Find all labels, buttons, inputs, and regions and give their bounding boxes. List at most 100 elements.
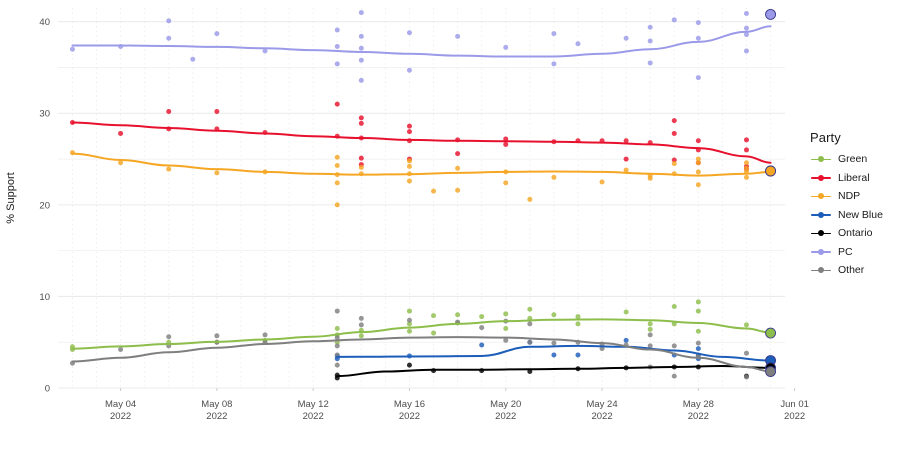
scatter-point xyxy=(431,330,437,336)
scatter-point xyxy=(743,165,749,171)
final-result-marker xyxy=(765,165,777,177)
scatter-point xyxy=(334,202,340,208)
scatter-point xyxy=(599,179,605,185)
scatter-point xyxy=(527,369,533,375)
scatter-point xyxy=(358,333,364,339)
scatter-point xyxy=(455,33,461,39)
x-tick-label-year: 2022 xyxy=(206,411,227,422)
legend-item-liberal[interactable]: Liberal xyxy=(810,169,898,188)
scatter-point xyxy=(743,322,749,328)
scatter-point xyxy=(527,339,533,345)
x-tick-label: May 24 xyxy=(586,399,617,410)
legend-key-dot xyxy=(818,156,824,162)
scatter-point xyxy=(647,175,653,181)
scatter-point xyxy=(551,312,557,318)
scatter-point xyxy=(623,337,629,343)
scatter-point xyxy=(647,326,653,332)
scatter-point xyxy=(671,130,677,136)
scatter-point xyxy=(334,335,340,341)
legend-item-label: Green xyxy=(838,153,868,165)
legend-item-label: Other xyxy=(838,264,865,276)
legend: Green Liberal NDP New Blue Ontario PC Other xyxy=(810,150,898,280)
scatter-point xyxy=(695,169,701,175)
y-tick-label: 0 xyxy=(45,383,50,394)
scatter-point xyxy=(358,120,364,126)
scatter-point xyxy=(118,347,124,353)
scatter-point xyxy=(334,162,340,168)
scatter-point xyxy=(695,299,701,305)
legend-item-new-blue[interactable]: New Blue xyxy=(810,206,898,225)
scatter-point xyxy=(406,328,412,334)
scatter-point xyxy=(623,309,629,315)
trend-line xyxy=(71,121,772,164)
trend-line xyxy=(336,344,772,362)
scatter-point xyxy=(118,130,124,136)
scatter-point xyxy=(406,129,412,135)
trend-line xyxy=(71,152,772,177)
x-tick-label: May 04 xyxy=(105,399,136,410)
scatter-point xyxy=(406,317,412,323)
scatter-point xyxy=(166,18,172,24)
final-result-marker xyxy=(765,366,777,377)
scatter-point xyxy=(166,35,172,41)
scatter-point xyxy=(695,308,701,314)
legend-key-icon xyxy=(810,150,832,169)
scatter-point xyxy=(527,196,533,202)
scatter-point xyxy=(358,155,364,161)
trend-line xyxy=(71,336,772,373)
y-tick-label: 20 xyxy=(39,200,50,211)
scatter-point xyxy=(190,56,196,62)
scatter-point xyxy=(334,308,340,314)
legend-key-icon xyxy=(810,243,832,262)
scatter-point xyxy=(214,108,220,114)
scatter-point xyxy=(575,314,581,320)
scatter-point xyxy=(503,180,509,186)
scatter-point xyxy=(503,44,509,50)
scatter-point xyxy=(358,33,364,39)
scatter-point xyxy=(431,188,437,194)
trend-layer xyxy=(71,25,772,378)
scatter-point xyxy=(118,160,124,166)
scatter-point xyxy=(743,160,749,166)
scatter-point xyxy=(647,332,653,338)
legend-key-dot xyxy=(818,248,824,255)
x-tick-label: May 20 xyxy=(490,399,521,410)
scatter-point xyxy=(527,321,533,327)
scatter-point xyxy=(647,60,653,66)
scatter-point xyxy=(671,304,677,310)
legend-item-ndp[interactable]: NDP xyxy=(810,187,898,206)
y-axis-title: % Support xyxy=(5,172,17,223)
scatter-point xyxy=(647,343,653,349)
legend-item-ontario[interactable]: Ontario xyxy=(810,224,898,243)
scatter-point xyxy=(406,158,412,164)
scatter-point xyxy=(623,167,629,173)
scatter-point xyxy=(406,67,412,73)
legend-item-green[interactable]: Green xyxy=(810,150,898,169)
scatter-point xyxy=(406,123,412,129)
scatter-point xyxy=(671,118,677,124)
scatter-point xyxy=(166,334,172,340)
scatter-point xyxy=(623,35,629,41)
scatter-point xyxy=(406,321,412,327)
scatter-point xyxy=(334,343,340,349)
scatter-point xyxy=(695,346,701,352)
scatter-point xyxy=(214,170,220,176)
scatter-point xyxy=(695,156,701,162)
scatter-point xyxy=(695,35,701,41)
scatter-point xyxy=(503,337,509,343)
legend-item-other[interactable]: Other xyxy=(810,261,898,280)
legend-key-icon xyxy=(810,224,832,243)
scatter-point xyxy=(358,315,364,321)
scatter-point xyxy=(334,43,340,49)
scatter-point xyxy=(551,352,557,358)
scatter-point xyxy=(214,31,220,37)
scatter-point xyxy=(647,321,653,327)
scatter-point xyxy=(671,17,677,23)
legend-item-pc[interactable]: PC xyxy=(810,243,898,262)
scatter-point xyxy=(166,108,172,114)
scatter-point xyxy=(527,306,533,312)
legend-key-dot xyxy=(818,211,824,218)
scatter-point xyxy=(671,161,677,167)
scatter-point xyxy=(743,350,749,356)
